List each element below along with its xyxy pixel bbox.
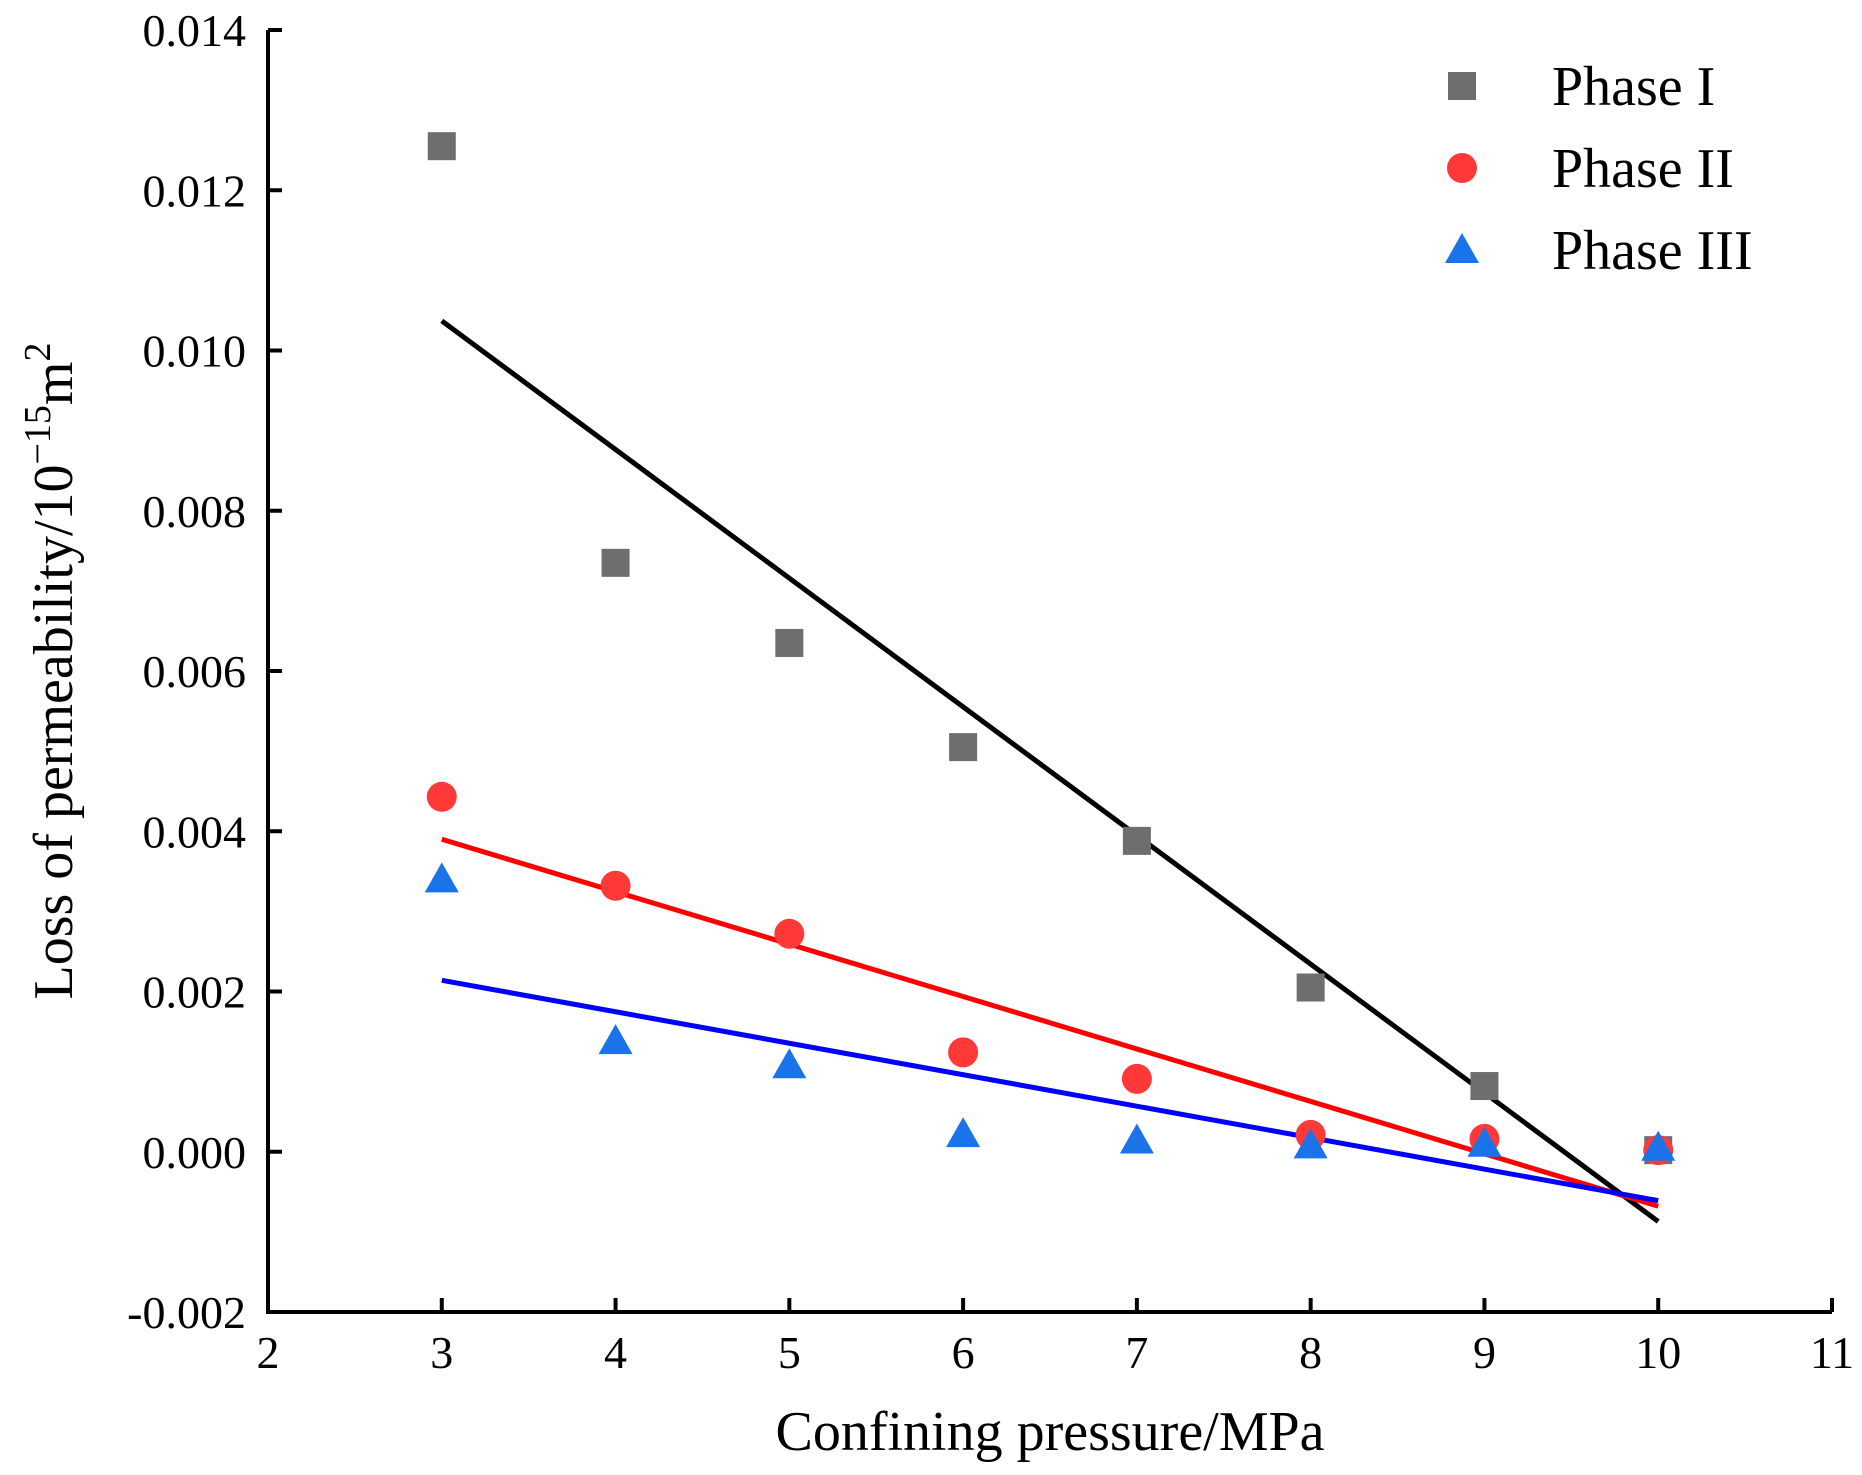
y-tick-label: -0.002 [127,1287,246,1338]
x-tick-label: 9 [1473,1327,1496,1378]
fit-line-series-3 [441,977,1659,1204]
data-point-series-3 [424,862,459,893]
x-tick-label: 7 [1125,1327,1148,1378]
y-axis-title-unit: m [23,361,85,405]
x-tick-label: 11 [1810,1327,1854,1378]
x-ticks: 2 3 4 5 6 7 8 9 10 11 [257,1298,1854,1378]
data-point-series-1 [427,132,456,161]
y-axis-title: Loss of permeability/10−15m2 [17,342,85,999]
x-tick-label: 5 [778,1327,801,1378]
y-tick-label: 0.006 [143,646,247,697]
y-ticks: -0.002 0.000 0.002 0.004 0.006 0.008 0.010 0.01… [127,5,282,1338]
data-point-series-3 [1119,1123,1154,1154]
data-point-series-1 [601,548,630,577]
x-tick-label: 10 [1635,1327,1681,1378]
data-point-series-2 [426,781,457,812]
legend-label-series-2: Phase II [1552,138,1734,200]
legend-marker-series-1 [1448,72,1476,100]
legend-label-series-3: Phase III [1552,220,1753,282]
data-point-series-2 [774,918,805,949]
legend: Phase I Phase II Phase III [1445,56,1753,282]
x-tick-label: 8 [1299,1327,1322,1378]
x-tick-label: 3 [430,1327,453,1378]
data-point-series-1 [949,733,978,762]
data-point-series-3 [1641,1130,1676,1161]
y-tick-label: 0.000 [143,1127,247,1178]
x-tick-label: 6 [952,1327,975,1378]
y-tick-label: 0.008 [143,486,247,537]
y-tick-label: 0.010 [143,326,247,377]
data-point-series-3 [946,1117,981,1148]
data-point-series-2 [600,870,631,901]
markers [424,132,1676,1166]
data-point-series-3 [598,1024,633,1055]
data-point-series-2 [1121,1063,1152,1094]
data-point-series-1 [775,628,804,657]
x-tick-label: 2 [257,1327,280,1378]
legend-marker-series-2 [1447,153,1477,183]
fit-line-series-2 [441,836,1659,1209]
data-point-series-3 [1467,1126,1502,1157]
data-point-series-1 [1470,1072,1499,1101]
data-point-series-1 [1296,973,1325,1002]
y-axis-title-exponent: −15 [17,405,59,464]
data-point-series-3 [1293,1128,1328,1159]
y-tick-label: 0.002 [143,967,247,1018]
y-tick-label: 0.014 [143,5,247,56]
y-tick-label: 0.004 [143,806,247,857]
y-tick-label: 0.012 [143,165,247,216]
data-point-series-3 [772,1048,807,1079]
fit-lines [440,318,1660,1224]
x-axis-title: Confining pressure/MPa [775,1401,1324,1463]
data-point-series-1 [1122,826,1151,855]
y-axis-title-unit-exponent: 2 [17,342,59,361]
x-tick-label: 4 [604,1327,627,1378]
legend-marker-series-3 [1445,233,1479,263]
y-axis-title-base: Loss of permeability/10 [23,464,85,999]
fit-line-series-1 [440,318,1660,1224]
legend-label-series-1: Phase I [1552,56,1715,118]
data-point-series-2 [948,1037,979,1068]
